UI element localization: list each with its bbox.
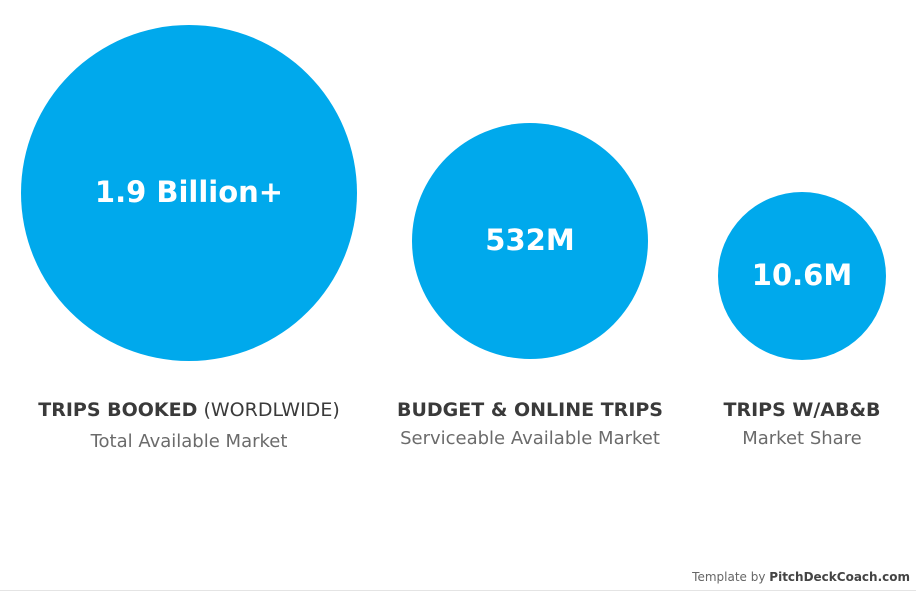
market-title: TRIPS W/AB&B [723,399,880,421]
market-value: 1.9 Billion+ [95,175,283,209]
market-title: TRIPS BOOKED (WORDLWIDE) [38,399,339,421]
market-title: BUDGET & ONLINE TRIPS [397,399,663,421]
market-value: 10.6M [752,258,852,292]
market-value: 532M [485,223,574,257]
market-subtitle: Market Share [742,428,862,449]
market-circle [412,123,648,359]
market-subtitle: Total Available Market [90,431,288,452]
market-title-main: TRIPS BOOKED [38,399,197,421]
market-circle [21,25,357,361]
market-title-main: TRIPS W/AB&B [723,399,880,421]
market-circle [718,192,886,360]
footer: Template by PitchDeckCoach.com [691,570,910,584]
footer-prefix: Template by [691,570,765,584]
market-title-main: BUDGET & ONLINE TRIPS [397,399,663,421]
market-title-note: (WORDLWIDE) [203,399,339,421]
footer-brand: PitchDeckCoach.com [769,570,910,584]
market-subtitle: Serviceable Available Market [400,428,660,449]
